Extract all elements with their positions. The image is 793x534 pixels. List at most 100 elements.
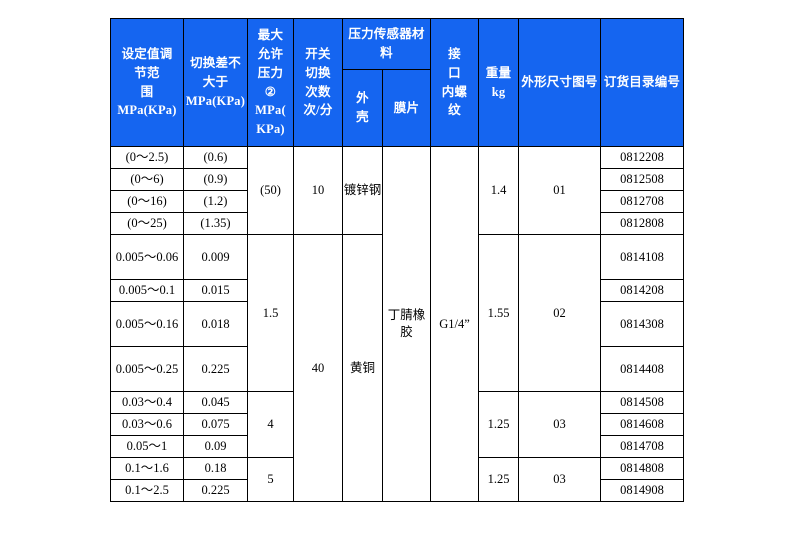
cell-dimension-drawing: 01: [518, 146, 601, 235]
cell-switch-differential: 0.009: [183, 234, 248, 280]
header-switch-differential: 切换差不 大于 MPa(KPa): [183, 18, 248, 147]
header-max-pressure-line-4: ②: [264, 84, 277, 99]
cell-catalog-number: 0814808: [600, 457, 684, 480]
cell-weight: 1.4: [478, 146, 519, 235]
cell-shell-material: 镀锌钢: [342, 146, 383, 235]
cell-setting-range: (0～2.5): [110, 146, 184, 169]
cell-switch-differential: 0.225: [183, 479, 248, 502]
table-row: 0.1～2.5 0.225 0814908: [110, 479, 684, 502]
cell-setting-range: (0～25): [110, 212, 184, 235]
cell-switch-differential: (0.6): [183, 146, 248, 169]
header-switch-freq-line-4: 次/分: [303, 103, 333, 118]
cell-setting-range: 0.03～0.4: [110, 391, 184, 414]
table-row: 0.03～0.4 0.045 4 1.25 03 0814508: [110, 391, 684, 458]
table-header: 设定值调 节范 围 MPa(KPa) 切换差不 大于 MPa(KPa) 最大 允…: [110, 18, 684, 147]
cell-shell-material: 黄铜: [342, 234, 383, 502]
header-connection-thread: 接 口 内螺 纹: [430, 18, 479, 147]
cell-switch-differential: 0.18: [183, 457, 248, 480]
cell-max-pressure: (50): [247, 146, 294, 235]
header-weight: 重量 kg: [478, 18, 519, 147]
header-thread-line-3: 内螺: [441, 84, 468, 99]
cell-max-pressure: 4: [247, 391, 294, 458]
header-shell-line-2: 壳: [356, 110, 369, 124]
cell-catalog-number: 0814108: [600, 234, 684, 280]
cell-max-pressure: 5: [247, 457, 294, 502]
cell-catalog-number: 0812508: [600, 168, 684, 191]
cell-setting-range: 0.005～0.06: [110, 234, 184, 280]
cell-dimension-drawing: 03: [518, 391, 601, 458]
header-switch-differential-line-3: MPa(KPa): [185, 93, 246, 108]
cell-switch-differential: 0.09: [183, 435, 248, 458]
header-max-pressure-line-3: 压力: [257, 65, 284, 80]
cell-diaphragm-material: 丁腈橡胶: [382, 146, 431, 502]
cell-catalog-number: 0814408: [600, 346, 684, 392]
cell-connection-thread: G1/4”: [430, 146, 479, 502]
cell-setting-range: 0.005～0.25: [110, 346, 184, 392]
cell-setting-range: 0.1～1.6: [110, 457, 184, 480]
table-body: (0～2.5) (0.6) (50) 10 镀锌钢 丁腈橡胶 G1/4” 1.4…: [110, 146, 684, 502]
table-row: 0.1～1.6 0.18 5 1.25 03 0814808: [110, 457, 684, 502]
header-row-top: 设定值调 节范 围 MPa(KPa) 切换差不 大于 MPa(KPa) 最大 允…: [110, 18, 684, 147]
header-max-pressure-line-6: KPa): [256, 122, 285, 136]
cell-max-pressure: 1.5: [247, 234, 294, 392]
header-switch-freq-line-3: 次数: [305, 84, 331, 99]
header-setting-range-line-1: 设定值调: [121, 47, 173, 61]
cell-setting-range: (0～16): [110, 190, 184, 213]
header-setting-range-line-2: 节范: [134, 65, 160, 80]
header-shell-line-1: 外: [356, 91, 369, 106]
header-max-pressure-line-1: 最大: [257, 28, 284, 43]
header-switch-differential-line-2: 大于: [202, 75, 229, 90]
header-sensor-material-group: 压力传感器材料: [342, 18, 431, 70]
cell-switch-frequency: 40: [293, 234, 343, 502]
specification-table: 设定值调 节范 围 MPa(KPa) 切换差不 大于 MPa(KPa) 最大 允…: [110, 18, 684, 502]
cell-switch-differential: 0.225: [183, 346, 248, 392]
table-row: (0～6) (0.9) 0812508: [110, 168, 684, 191]
cell-setting-range: 0.005～0.1: [110, 279, 184, 302]
cell-switch-differential: 0.045: [183, 391, 248, 414]
header-setting-range-line-4: MPa(KPa): [117, 103, 177, 118]
header-setting-range-line-3: 围: [140, 84, 154, 99]
header-thread-line-4: 纹: [448, 103, 461, 118]
header-switch-freq-line-1: 开关: [305, 47, 331, 61]
header-max-pressure-line-5: MPa(: [255, 103, 286, 118]
cell-switch-differential: 0.015: [183, 279, 248, 302]
header-switching-frequency: 开关 切换 次数 次/分: [293, 18, 343, 147]
header-shell: 外 壳: [342, 69, 383, 147]
table-row: 0.005～0.1 0.015 0814208: [110, 279, 684, 302]
table-row: 0.005～0.16 0.018 0814308: [110, 301, 684, 347]
table-row: (0～16) (1.2) 0812708: [110, 190, 684, 213]
cell-switch-differential: 0.018: [183, 301, 248, 347]
table-row: (0～25) (1.35) 0812808: [110, 212, 684, 235]
header-weight-line-1: 重量: [485, 65, 512, 80]
header-thread-line-2: 口: [448, 65, 461, 80]
cell-switch-differential: (1.2): [183, 190, 248, 213]
cell-setting-range: (0～6): [110, 168, 184, 191]
header-row-bottom: 外 壳 膜片: [111, 69, 684, 147]
cell-dimension-drawing: 02: [518, 234, 601, 392]
cell-catalog-number: 0814508: [600, 391, 684, 414]
header-max-allowable-pressure: 最大 允许 压力 ② MPa( KPa): [247, 18, 294, 147]
cell-catalog-number: 0814908: [600, 479, 684, 502]
cell-weight: 1.25: [478, 457, 519, 502]
header-diaphragm: 膜片: [382, 69, 431, 147]
header-dimension-drawing: 外形尺寸图号: [518, 18, 601, 147]
header-thread-line-1: 接: [448, 47, 461, 61]
cell-catalog-number: 0814208: [600, 279, 684, 302]
header-catalog-number: 订货目录编号: [600, 18, 684, 147]
cell-catalog-number: 0812708: [600, 190, 684, 213]
cell-weight: 1.25: [478, 391, 519, 458]
cell-dimension-drawing: 03: [518, 457, 601, 502]
cell-switch-differential: 0.075: [183, 413, 248, 436]
cell-weight: 1.55: [478, 234, 519, 392]
cell-setting-range: 0.05～1: [110, 435, 184, 458]
header-switch-freq-line-2: 切换: [305, 65, 331, 80]
header-max-pressure-line-2: 允许: [257, 47, 284, 61]
cell-setting-range: 0.1～2.5: [110, 479, 184, 502]
cell-setting-range: 0.03～0.6: [110, 413, 184, 436]
table-row: (0～2.5) (0.6) (50) 10 镀锌钢 丁腈橡胶 G1/4” 1.4…: [110, 146, 684, 502]
table-row: 0.05～1 0.09 0814708: [110, 435, 684, 458]
cell-catalog-number: 0814708: [600, 435, 684, 458]
cell-switch-differential: (0.9): [183, 168, 248, 191]
cell-catalog-number: 0812808: [600, 212, 684, 235]
